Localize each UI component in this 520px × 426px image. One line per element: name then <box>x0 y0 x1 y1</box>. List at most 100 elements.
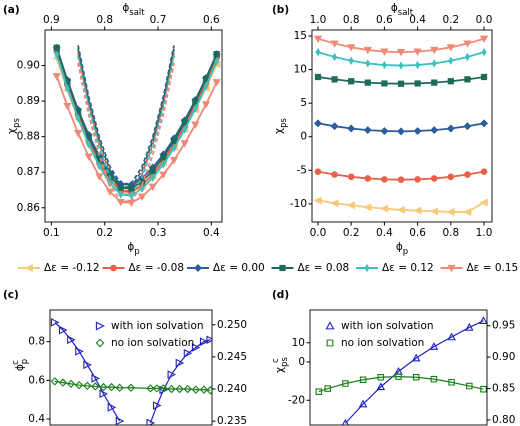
marker <box>199 385 209 394</box>
marker <box>50 318 60 327</box>
marker <box>180 140 189 148</box>
marker <box>397 176 405 183</box>
y2-tick-label: 0.235 <box>217 415 247 426</box>
marker <box>167 384 176 394</box>
marker <box>170 137 178 145</box>
y-tick-label: 0.4 <box>28 413 45 425</box>
panel-label: (c) <box>3 289 19 301</box>
marker <box>364 175 372 182</box>
marker <box>83 381 92 390</box>
y-tick-label: -5 <box>297 164 307 176</box>
marker <box>175 384 184 394</box>
label-sup: c <box>11 360 21 365</box>
marker <box>137 193 147 201</box>
series-line <box>55 75 218 204</box>
dashed-line <box>77 62 175 203</box>
marker <box>448 56 454 65</box>
label-sub: p <box>134 247 139 257</box>
marker <box>430 126 439 135</box>
y-tick-label: 10 <box>292 337 305 349</box>
marker <box>341 418 349 425</box>
marker <box>96 162 102 171</box>
label-sub: ps <box>279 117 289 127</box>
x-tick-label: 0.6 <box>409 227 426 239</box>
y-tick-label: 0 <box>300 131 307 143</box>
marker <box>377 373 385 381</box>
marker <box>192 104 198 113</box>
x2-tick-label: 1.0 <box>310 14 327 26</box>
x-tick-label: 0.1 <box>43 227 60 239</box>
marker <box>107 382 116 392</box>
marker <box>91 382 100 391</box>
marker <box>139 184 145 193</box>
marker <box>348 78 355 85</box>
y-tick-label: -10 <box>290 198 307 210</box>
legend-label: no ion solvation <box>111 337 194 349</box>
legend-label: Δε = 0.00 <box>213 262 265 274</box>
marker <box>64 84 70 93</box>
marker <box>415 60 421 70</box>
y-tick-label: 10 <box>294 64 307 76</box>
x-tick-label: 0.4 <box>376 227 393 239</box>
marker <box>365 59 371 68</box>
marker <box>83 360 92 370</box>
marker <box>446 44 455 52</box>
y-tick-label: -20 <box>288 394 305 406</box>
marker <box>160 154 167 161</box>
marker <box>159 384 168 393</box>
marker <box>126 383 136 392</box>
marker <box>73 129 83 138</box>
marker <box>314 168 322 175</box>
marker <box>182 125 188 134</box>
marker <box>397 80 405 87</box>
marker <box>413 206 422 215</box>
label-base: χ <box>6 128 18 134</box>
y-tick-label: 0.8 <box>28 336 45 348</box>
marker <box>84 153 93 161</box>
marker <box>429 207 439 216</box>
marker <box>149 167 156 174</box>
panel-label: (b) <box>272 4 289 16</box>
label-base: ϕ <box>127 241 134 253</box>
marker <box>160 160 166 169</box>
y2-tick-label: 0.95 <box>492 320 515 332</box>
marker <box>398 61 404 70</box>
marker <box>52 73 61 81</box>
y-tick-label: 0.86 <box>17 202 41 214</box>
marker <box>479 198 488 207</box>
marker <box>127 199 136 208</box>
marker <box>380 48 389 56</box>
marker <box>152 401 162 410</box>
marker <box>342 380 349 387</box>
marker <box>381 176 388 183</box>
marker <box>63 102 72 111</box>
axis-label: ϕp <box>127 241 139 257</box>
x-tick-label: 0.4 <box>203 227 220 239</box>
marker <box>411 353 421 362</box>
marker <box>431 59 437 68</box>
series-line <box>55 51 218 194</box>
marker <box>212 79 221 87</box>
marker <box>183 384 192 394</box>
y2-tick-label: 0.240 <box>217 383 247 395</box>
marker <box>414 80 421 87</box>
marker <box>364 263 370 273</box>
marker <box>447 173 455 181</box>
x2-tick-label: 0.0 <box>476 14 493 26</box>
marker <box>50 377 60 386</box>
axis-label: ϕsalt <box>122 2 145 18</box>
marker <box>347 44 356 52</box>
label-base: ϕ <box>122 2 129 14</box>
marker <box>479 35 489 43</box>
marker <box>480 73 488 81</box>
marker <box>105 188 115 197</box>
marker <box>66 379 76 389</box>
marker <box>58 378 68 387</box>
marker <box>91 374 100 383</box>
marker <box>381 80 388 87</box>
marker <box>396 205 405 214</box>
marker <box>313 196 322 205</box>
marker <box>463 207 472 216</box>
y-tick-label: 0.89 <box>17 95 40 107</box>
